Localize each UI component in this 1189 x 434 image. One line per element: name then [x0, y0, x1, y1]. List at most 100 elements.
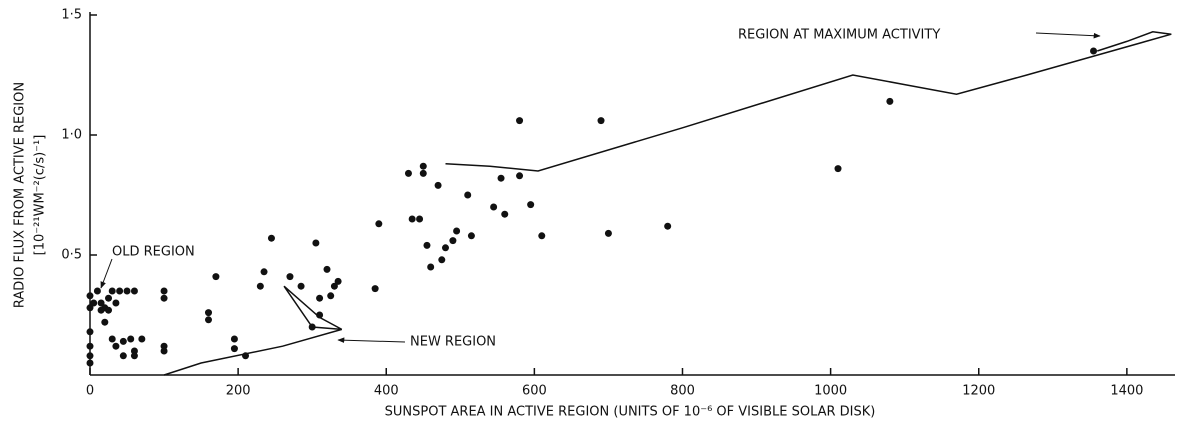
data-point	[464, 191, 472, 199]
data-point	[490, 203, 498, 211]
arrow	[100, 258, 113, 289]
data-point	[105, 306, 113, 314]
data-point	[834, 165, 842, 173]
data-point	[212, 273, 220, 281]
data-point	[316, 294, 324, 302]
data-point	[112, 299, 120, 307]
data-point	[116, 287, 124, 295]
x-tick-label: 200	[226, 384, 251, 399]
data-point	[297, 282, 305, 290]
y-tick-label: 0·5	[61, 248, 82, 263]
data-point	[308, 323, 316, 331]
data-point	[267, 234, 275, 242]
data-point	[119, 352, 127, 360]
data-point	[330, 282, 338, 290]
data-point	[97, 299, 105, 307]
arrow	[337, 337, 406, 343]
data-point	[130, 352, 138, 360]
data-point	[86, 342, 94, 350]
data-point	[138, 335, 146, 343]
x-tick-label: 1400	[1110, 384, 1143, 399]
data-point	[423, 241, 431, 249]
data-point	[160, 347, 168, 355]
data-point	[604, 229, 612, 237]
data-point	[230, 335, 238, 343]
data-point	[516, 172, 524, 180]
data-point	[497, 174, 505, 182]
x-tick-label: 1000	[814, 384, 847, 399]
x-axis-label: SUNSPOT AREA IN ACTIVE REGION (UNITS OF …	[385, 405, 876, 420]
data-point	[312, 239, 320, 247]
data-point	[316, 311, 324, 319]
data-point	[86, 352, 94, 360]
data-point	[664, 222, 672, 230]
data-point	[160, 342, 168, 350]
data-point	[527, 201, 535, 209]
data-point	[427, 263, 435, 271]
y-axis-label: [10⁻²¹WM⁻²(c/s)⁻¹]	[33, 135, 48, 256]
data-point	[127, 335, 135, 343]
x-tick-label: 0	[86, 384, 94, 399]
data-point	[101, 318, 109, 326]
data-point	[416, 215, 424, 223]
data-point	[516, 117, 524, 125]
data-point	[86, 304, 94, 312]
data-point	[160, 294, 168, 302]
data-point	[434, 181, 442, 189]
data-point	[108, 287, 116, 295]
data-point	[90, 299, 98, 307]
x-tick-label: 400	[374, 384, 399, 399]
data-point	[123, 287, 131, 295]
data-point	[242, 352, 250, 360]
data-point	[501, 210, 509, 218]
data-point	[453, 227, 461, 235]
trajectory-line	[163, 31, 1172, 376]
data-point	[449, 237, 457, 245]
data-point	[260, 268, 268, 276]
annotation: NEW REGION	[410, 335, 496, 350]
y-tick-label: 1·5	[61, 8, 82, 23]
data-point	[408, 215, 416, 223]
data-point	[86, 359, 94, 367]
data-point	[112, 342, 120, 350]
data-point	[86, 328, 94, 336]
data-point	[160, 287, 168, 295]
data-point	[327, 292, 335, 300]
annotation: OLD REGION	[112, 245, 195, 260]
data-point	[119, 337, 127, 345]
data-point	[597, 117, 605, 125]
data-point	[256, 282, 264, 290]
data-point	[97, 306, 105, 314]
x-tick-label: 600	[522, 384, 547, 399]
data-point	[130, 287, 138, 295]
data-point	[334, 277, 342, 285]
data-point	[204, 309, 212, 317]
data-point	[441, 244, 449, 252]
data-point	[886, 97, 894, 105]
data-point	[371, 285, 379, 293]
data-point	[538, 232, 546, 240]
data-point	[419, 169, 427, 177]
data-point	[130, 347, 138, 355]
data-point	[323, 265, 331, 273]
data-point	[86, 292, 94, 300]
x-tick-label: 1200	[962, 384, 995, 399]
arrow	[1035, 32, 1101, 39]
x-tick-label: 800	[670, 384, 695, 399]
data-point	[93, 287, 101, 295]
y-tick-label: 1·0	[61, 128, 82, 143]
annotation: REGION AT MAXIMUM ACTIVITY	[738, 28, 940, 43]
data-point	[467, 232, 475, 240]
data-point	[375, 220, 383, 228]
data-point	[108, 335, 116, 343]
data-point	[204, 316, 212, 324]
data-point	[230, 345, 238, 353]
data-point	[419, 162, 427, 170]
data-point	[105, 294, 113, 302]
data-point	[286, 273, 294, 281]
data-point	[404, 169, 412, 177]
data-point	[1090, 47, 1098, 55]
y-axis-label: RADIO FLUX FROM ACTIVE REGION	[13, 82, 28, 308]
data-point	[438, 256, 446, 264]
